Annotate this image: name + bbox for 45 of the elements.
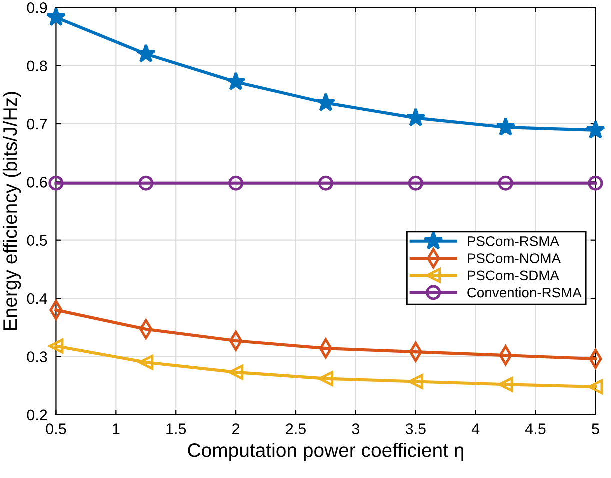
x-axis-title: Computation power coefficient η <box>188 443 464 462</box>
point <box>48 338 64 354</box>
point <box>408 176 424 191</box>
point <box>138 355 154 370</box>
x-tick-label: 4.5 <box>526 424 546 434</box>
x-tick-label: 1.5 <box>166 424 186 434</box>
point <box>408 374 424 390</box>
point <box>318 371 334 386</box>
y-tick-label: 0.9 <box>27 2 48 14</box>
point <box>46 7 66 26</box>
x-tick-label: 4 <box>472 424 480 434</box>
x-tick-label: 1 <box>113 424 120 434</box>
point <box>228 176 244 191</box>
x-tick-label: 0.5 <box>46 424 66 434</box>
point <box>138 176 154 191</box>
legend-label: PSCom-SDMA <box>468 270 560 281</box>
y-tick-label: 0.6 <box>27 177 48 188</box>
y-tick-label: 0.7 <box>27 118 48 130</box>
point <box>498 176 514 191</box>
x-tick-label: 3 <box>352 424 360 434</box>
point <box>48 176 64 191</box>
y-tick-label: 0.5 <box>27 235 48 246</box>
point <box>318 176 334 191</box>
point <box>406 108 426 127</box>
point <box>228 364 244 380</box>
point <box>498 377 514 392</box>
point <box>588 379 604 394</box>
point <box>496 117 516 136</box>
point <box>586 120 606 139</box>
legend-label: PSCom-RSMA <box>468 236 560 246</box>
legend-label: Convention-RSMA <box>468 287 582 298</box>
point <box>316 92 336 112</box>
point <box>588 176 604 191</box>
legend-label: PSCom-NOMA <box>468 254 562 264</box>
y-tick-label: 0.2 <box>27 410 48 421</box>
point <box>136 44 156 63</box>
x-tick-label: 3.5 <box>406 424 426 434</box>
y-tick-label: 0.3 <box>27 352 48 362</box>
point <box>226 72 246 91</box>
x-tick-label: 5 <box>592 424 600 434</box>
y-tick-label: 0.8 <box>27 60 48 72</box>
x-tick-label: 2 <box>232 424 240 434</box>
y-tick-label: 0.4 <box>27 293 48 304</box>
x-tick-label: 2.5 <box>286 424 306 434</box>
y-axis-title: Energy efficiency (bits/J/Hz) <box>2 92 22 330</box>
